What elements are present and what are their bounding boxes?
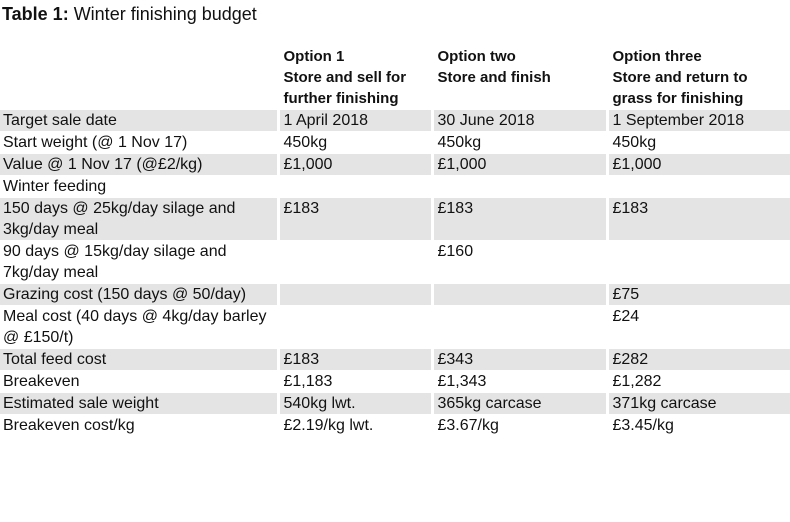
table-cell: £160: [430, 240, 607, 284]
row-label: 90 days @ 15kg/day silage and 7kg/day me…: [0, 240, 278, 284]
row-label: Target sale date: [0, 109, 278, 132]
table-cell: £1,343: [430, 370, 607, 393]
table-cell: £183: [605, 197, 790, 241]
row-label: Value @ 1 Nov 17 (@£2/kg): [0, 153, 278, 176]
row-label: 150 days @ 25kg/day silage and 3kg/day m…: [0, 197, 278, 241]
header-cell: [0, 46, 278, 110]
table-row: Start weight (@ 1 Nov 17) 450kg 450kg 450kg: [0, 131, 790, 154]
header-row: Option 1 Store and sell for further finis…: [0, 46, 790, 110]
table-row: Estimated sale weight 540kg lwt. 365kg car…: [0, 392, 790, 415]
table-cell: £183: [430, 197, 607, 241]
table-row: Grazing cost (150 days @ 50/day) £75: [0, 283, 790, 306]
table-row: Target sale date 1 April 2018 30 June 2018…: [0, 109, 790, 132]
table-cell: 450kg: [276, 131, 432, 154]
table-row: 150 days @ 25kg/day silage and 3kg/day m…: [0, 197, 790, 241]
table-cell: £24: [605, 305, 790, 349]
table-cell: 30 June 2018: [430, 109, 607, 132]
row-label: Grazing cost (150 days @ 50/day): [0, 283, 278, 306]
table-cell: £1,000: [430, 153, 607, 176]
table-cell: £3.67/kg: [430, 414, 607, 436]
table-row: Winter feeding: [0, 175, 790, 198]
table-title: Table 1: Winter finishing budget: [2, 4, 257, 25]
header-cell: Option 1 Store and sell for further finis…: [276, 46, 432, 110]
column-name: Option 1: [283, 48, 345, 65]
table-row: Breakeven £1,183 £1,343 £1,282: [0, 370, 790, 393]
table-cell: [430, 283, 607, 306]
table-cell: [276, 283, 432, 306]
table-cell: £282: [605, 348, 790, 371]
table-cell: [430, 305, 607, 349]
table-cell: 1 September 2018: [605, 109, 790, 132]
table-cell: 371kg carcase: [605, 392, 790, 415]
table-cell: £2.19/kg lwt.: [276, 414, 432, 436]
table-cell: £1,000: [276, 153, 432, 176]
row-label: Winter feeding: [0, 175, 278, 198]
row-label: Start weight (@ 1 Nov 17): [0, 131, 278, 154]
column-subtitle: Store and return to grass for finishing: [612, 69, 748, 107]
row-label: Meal cost (40 days @ 4kg/day barley @ £1…: [0, 305, 278, 349]
header-cell: Option three Store and return to grass fo…: [605, 46, 790, 110]
table-cell: £1,183: [276, 370, 432, 393]
title-label: Table 1:: [2, 4, 69, 24]
column-name: Option two: [437, 48, 516, 65]
column-subtitle: Store and finish: [437, 69, 551, 86]
table-cell: £75: [605, 283, 790, 306]
column-subtitle: Store and sell for further finishing: [283, 69, 407, 107]
row-label: Breakeven: [0, 370, 278, 393]
header-cell: Option two Store and finish: [430, 46, 607, 110]
table-cell: £1,000: [605, 153, 790, 176]
table-cell: [605, 240, 790, 284]
table-cell: [276, 240, 432, 284]
table-cell: £183: [276, 197, 432, 241]
table-body: Target sale date 1 April 2018 30 June 2018…: [0, 109, 790, 436]
column-name: Option three: [612, 48, 702, 65]
table-cell: [276, 305, 432, 349]
table-row: 90 days @ 15kg/day silage and 7kg/day me…: [0, 240, 790, 284]
table-cell: £1,282: [605, 370, 790, 393]
table-cell: £3.45/kg: [605, 414, 790, 436]
table-row: Breakeven cost/kg £2.19/kg lwt. £3.67/kg £3…: [0, 414, 790, 436]
table-cell: £183: [276, 348, 432, 371]
table-cell: 450kg: [605, 131, 790, 154]
table-cell: [430, 175, 607, 198]
table-cell: 365kg carcase: [430, 392, 607, 415]
table-cell: 450kg: [430, 131, 607, 154]
table-cell: 540kg lwt.: [276, 392, 432, 415]
table-cell: £343: [430, 348, 607, 371]
title-text: Winter finishing budget: [73, 4, 257, 24]
row-label: Total feed cost: [0, 348, 278, 371]
table-row: Value @ 1 Nov 17 (@£2/kg) £1,000 £1,000 £1,…: [0, 153, 790, 176]
budget-table: Option 1 Store and sell for further finis…: [0, 46, 790, 436]
row-label: Estimated sale weight: [0, 392, 278, 415]
table-cell: 1 April 2018: [276, 109, 432, 132]
table-row: Meal cost (40 days @ 4kg/day barley @ £1…: [0, 305, 790, 349]
table-row: Total feed cost £183 £343 £282: [0, 348, 790, 371]
table-cell: [605, 175, 790, 198]
row-label: Breakeven cost/kg: [0, 414, 278, 436]
table-cell: [276, 175, 432, 198]
